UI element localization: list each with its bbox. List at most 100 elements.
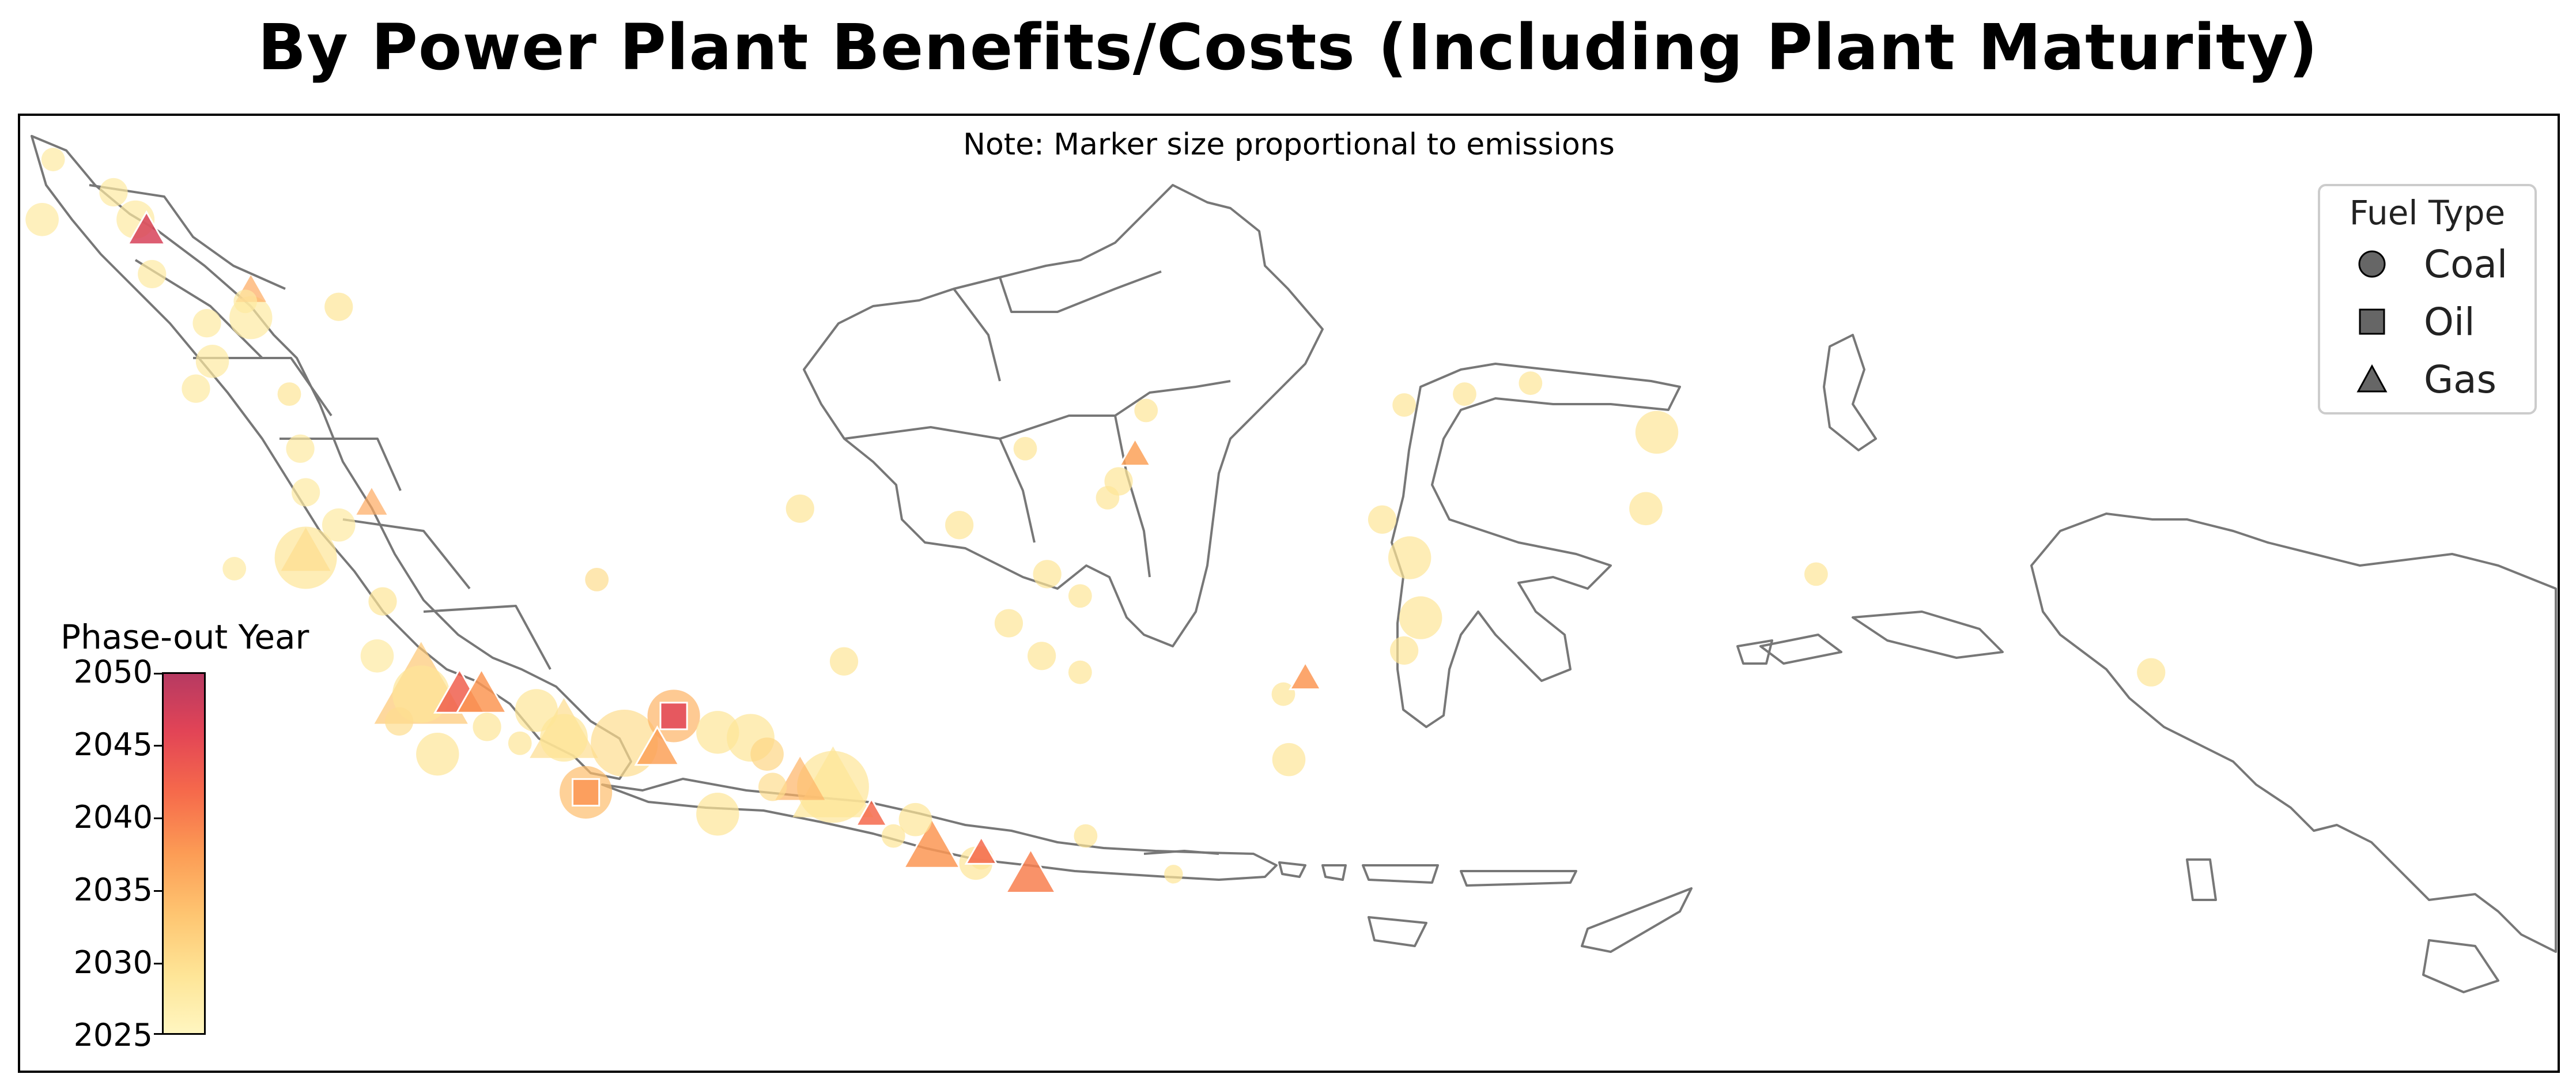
- legend-label-coal: Coal: [2424, 242, 2508, 287]
- plant-marker-gas: [964, 835, 998, 865]
- plant-marker-coal: [508, 731, 532, 755]
- plant-marker-coal: [1399, 596, 1442, 639]
- plant-marker-coal: [696, 793, 739, 836]
- coal-circle-icon: [2358, 250, 2386, 278]
- plant-marker-coal: [1096, 486, 1120, 510]
- colorbar-tick: 2045: [73, 726, 153, 763]
- borneo-interior: [844, 270, 1231, 578]
- plant-marker-gas: [634, 725, 681, 766]
- plant-marker-gas: [455, 668, 508, 714]
- plant-marker-gas: [1288, 661, 1323, 691]
- sumbawa-island: [1362, 864, 1439, 884]
- plant-marker-oil: [659, 702, 688, 730]
- maluku-islands: [1852, 611, 2004, 659]
- map-note: Note: Marker size proportional to emissi…: [963, 127, 1615, 162]
- lombok-island: [1321, 864, 1347, 881]
- plant-marker-coal: [1390, 636, 1419, 665]
- legend-title: Fuel Type: [2349, 193, 2506, 232]
- plant-marker-gas: [281, 527, 331, 571]
- plant-marker-gas: [356, 488, 387, 515]
- colorbar-tickmark: [154, 963, 162, 964]
- colorbar-tickmark: [154, 745, 162, 747]
- plant-marker-coal: [1033, 560, 1062, 589]
- colorbar-tickmark: [154, 1033, 162, 1035]
- borneo-island: [803, 184, 1324, 647]
- page-title: By Power Plant Benefits/Costs (Including…: [258, 10, 2318, 84]
- plant-marker-gas: [1118, 437, 1152, 467]
- plant-marker-coal: [195, 345, 229, 378]
- plant-marker-coal: [416, 732, 459, 776]
- map-panel[interactable]: Note: Marker size proportional to emissi…: [18, 114, 2560, 1073]
- plant-marker-coal: [277, 382, 301, 406]
- plant-marker-gas: [775, 756, 825, 800]
- plant-marker-gas: [126, 210, 167, 246]
- power-plant-markers: [25, 148, 2166, 894]
- plant-marker-gas: [1004, 847, 1057, 894]
- plant-marker-coal: [750, 737, 784, 771]
- plant-marker-gas: [855, 797, 889, 827]
- plant-marker-coal: [322, 508, 356, 542]
- colorbar-tickmark: [154, 673, 162, 674]
- plant-marker-coal: [25, 202, 59, 236]
- plant-marker-coal: [1392, 393, 1417, 417]
- plant-marker-coal: [233, 289, 258, 314]
- buru-island: [1736, 639, 1773, 665]
- plant-marker-coal: [829, 647, 859, 676]
- colorbar-tickmark: [154, 890, 162, 892]
- plant-marker-gas: [902, 817, 961, 869]
- aru-islands: [2186, 858, 2217, 901]
- plant-marker-coal: [291, 478, 320, 507]
- plant-marker-coal: [1388, 536, 1431, 579]
- plant-marker-coal: [1368, 505, 1397, 534]
- plant-marker-coal: [696, 711, 739, 754]
- plant-marker-coal: [324, 292, 353, 321]
- plant-marker-coal: [1013, 436, 1037, 461]
- plant-marker-coal: [585, 567, 609, 591]
- plant-marker-coal: [1804, 562, 1828, 586]
- sulawesi-island: [1391, 363, 1681, 728]
- plant-marker-coal: [1134, 398, 1158, 423]
- fuel-type-legend: Fuel Type Coal Oil Gas: [2318, 184, 2537, 415]
- madura-island: [1143, 850, 1219, 855]
- plant-marker-coal: [392, 665, 450, 723]
- timor-island: [1581, 887, 1693, 953]
- colorbar-tickmark: [154, 817, 162, 819]
- plant-marker-coal: [1519, 371, 1543, 395]
- plant-marker-coal: [758, 773, 787, 801]
- plant-marker-coal: [99, 178, 128, 207]
- indonesia-map[interactable]: [20, 116, 2558, 1071]
- oil-square-icon: [2359, 308, 2385, 335]
- flores-island: [1460, 870, 1577, 887]
- plant-marker-coal: [1074, 824, 1098, 848]
- plant-marker-coal: [1068, 660, 1092, 684]
- papua-island: [2030, 513, 2557, 953]
- plant-marker-coal: [138, 259, 167, 289]
- plant-marker-coal: [994, 609, 1023, 638]
- legend-item-oil: Oil: [2355, 299, 2475, 345]
- colorbar-tick: 2025: [73, 1017, 153, 1053]
- gas-triangle-icon: [2356, 364, 2388, 393]
- plant-marker-coal: [1028, 642, 1056, 670]
- plant-marker-coal: [945, 511, 974, 540]
- plant-marker-coal: [2137, 658, 2166, 687]
- colorbar-tick: 2030: [73, 944, 153, 981]
- plant-marker-oil: [572, 778, 600, 807]
- plant-marker-coal: [785, 494, 814, 523]
- sumba-island: [1368, 916, 1427, 947]
- plant-marker-coal: [898, 802, 932, 836]
- colorbar-tick: 2050: [73, 654, 153, 690]
- plant-marker-coal: [182, 374, 210, 403]
- seram-island: [1759, 634, 1842, 665]
- halmahera-island: [1823, 334, 1877, 451]
- plant-marker-coal: [1272, 743, 1306, 777]
- coastline-layer: [31, 135, 2557, 993]
- sumatra-interior: [89, 184, 552, 670]
- colorbar-tick: 2035: [73, 872, 153, 908]
- legend-item-gas: Gas: [2355, 356, 2496, 402]
- plant-marker-coal: [286, 434, 315, 463]
- phase-out-year-colorbar: [162, 672, 206, 1035]
- plant-marker-coal: [360, 639, 394, 673]
- plant-marker-coal: [1629, 492, 1663, 526]
- plant-marker-coal: [1635, 410, 1679, 454]
- plant-marker-coal: [1068, 584, 1092, 608]
